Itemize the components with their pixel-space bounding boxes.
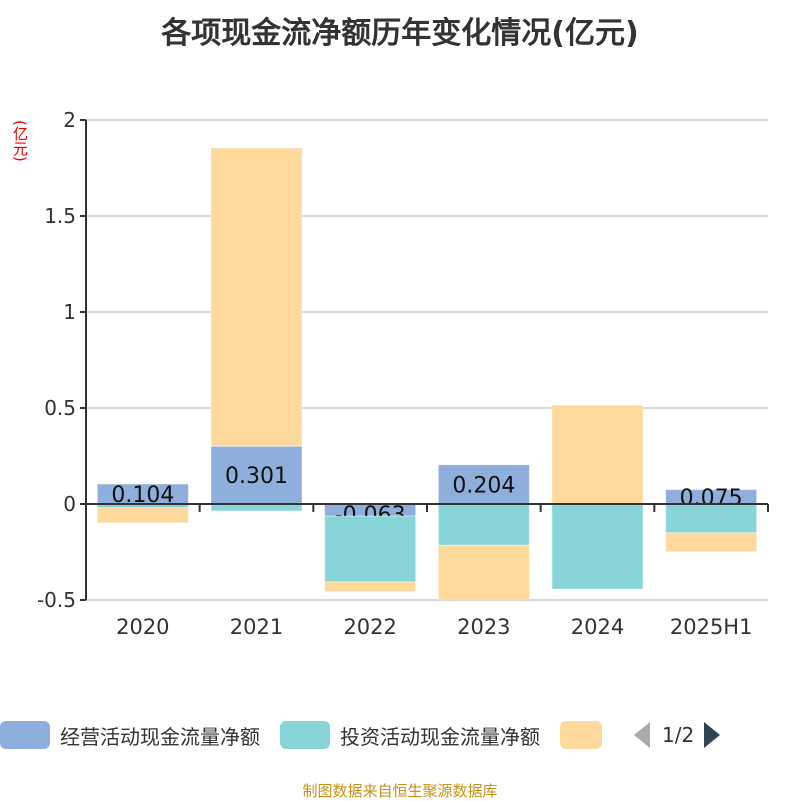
x-tick-label: 2025H1 <box>670 615 753 639</box>
bar-2-2024 <box>551 503 644 590</box>
chart-area: 2 1.5 1 0.5 0 -0.5 0.1040.301-0.0630.2040.0010… <box>37 108 769 639</box>
legend-item-operating[interactable]: 经营活动现金流量净额 <box>0 721 260 750</box>
y-tick-label: 1 <box>63 300 76 324</box>
bar-1-2023 <box>437 464 530 505</box>
x-tick-label: 2020 <box>116 615 169 639</box>
legend-page-indicator: 1/2 <box>662 723 695 747</box>
bar-3-2025H1 <box>665 532 758 553</box>
bar-2-2023 <box>437 503 530 546</box>
bar-3-2024 <box>551 404 644 505</box>
legend-next-icon[interactable] <box>704 722 721 748</box>
y-tick-label: -0.5 <box>37 588 76 612</box>
legend-swatch <box>0 721 50 749</box>
x-tick-label: 2024 <box>571 615 624 639</box>
legend-label: 经营活动现金流量净额 <box>60 724 260 749</box>
x-tick-label: 2023 <box>457 615 510 639</box>
y-axis-unit: (亿元) <box>11 120 29 162</box>
source-note: 制图数据来自恒生聚源数据库 <box>302 782 498 800</box>
bar-2-2021 <box>210 503 303 512</box>
y-tick-label: 0.5 <box>44 396 76 420</box>
legend-item-financing[interactable] <box>560 721 612 749</box>
legend-swatch <box>280 721 330 749</box>
legend-label: 投资活动现金流量净额 <box>340 724 540 749</box>
data-label: 0.301 <box>225 464 288 489</box>
legend-item-investing[interactable]: 投资活动现金流量净额 <box>280 721 540 750</box>
x-tick-label: 2022 <box>343 615 396 639</box>
bar-3-2023 <box>437 544 530 600</box>
bar-1-2021 <box>210 445 303 505</box>
legend-swatch <box>560 721 602 749</box>
bar-3-2020 <box>96 507 189 524</box>
bar-2-2022 <box>324 515 417 583</box>
legend-prev-icon[interactable] <box>634 722 650 748</box>
data-label: 0.204 <box>452 473 515 498</box>
bar-2-2025H1 <box>665 503 758 534</box>
y-tick-label: 2 <box>63 108 76 132</box>
legend: 经营活动现金流量净额 投资活动现金流量净额 1/2 <box>0 718 721 752</box>
chart-title: 各项现金流净额历年变化情况(亿元) <box>161 16 639 51</box>
y-tick-label: 1.5 <box>44 204 76 228</box>
x-tick-label: 2021 <box>230 615 283 639</box>
bar-3-2021 <box>210 147 303 447</box>
y-tick-label: 0 <box>63 492 76 516</box>
bar-3-2022 <box>324 581 417 593</box>
